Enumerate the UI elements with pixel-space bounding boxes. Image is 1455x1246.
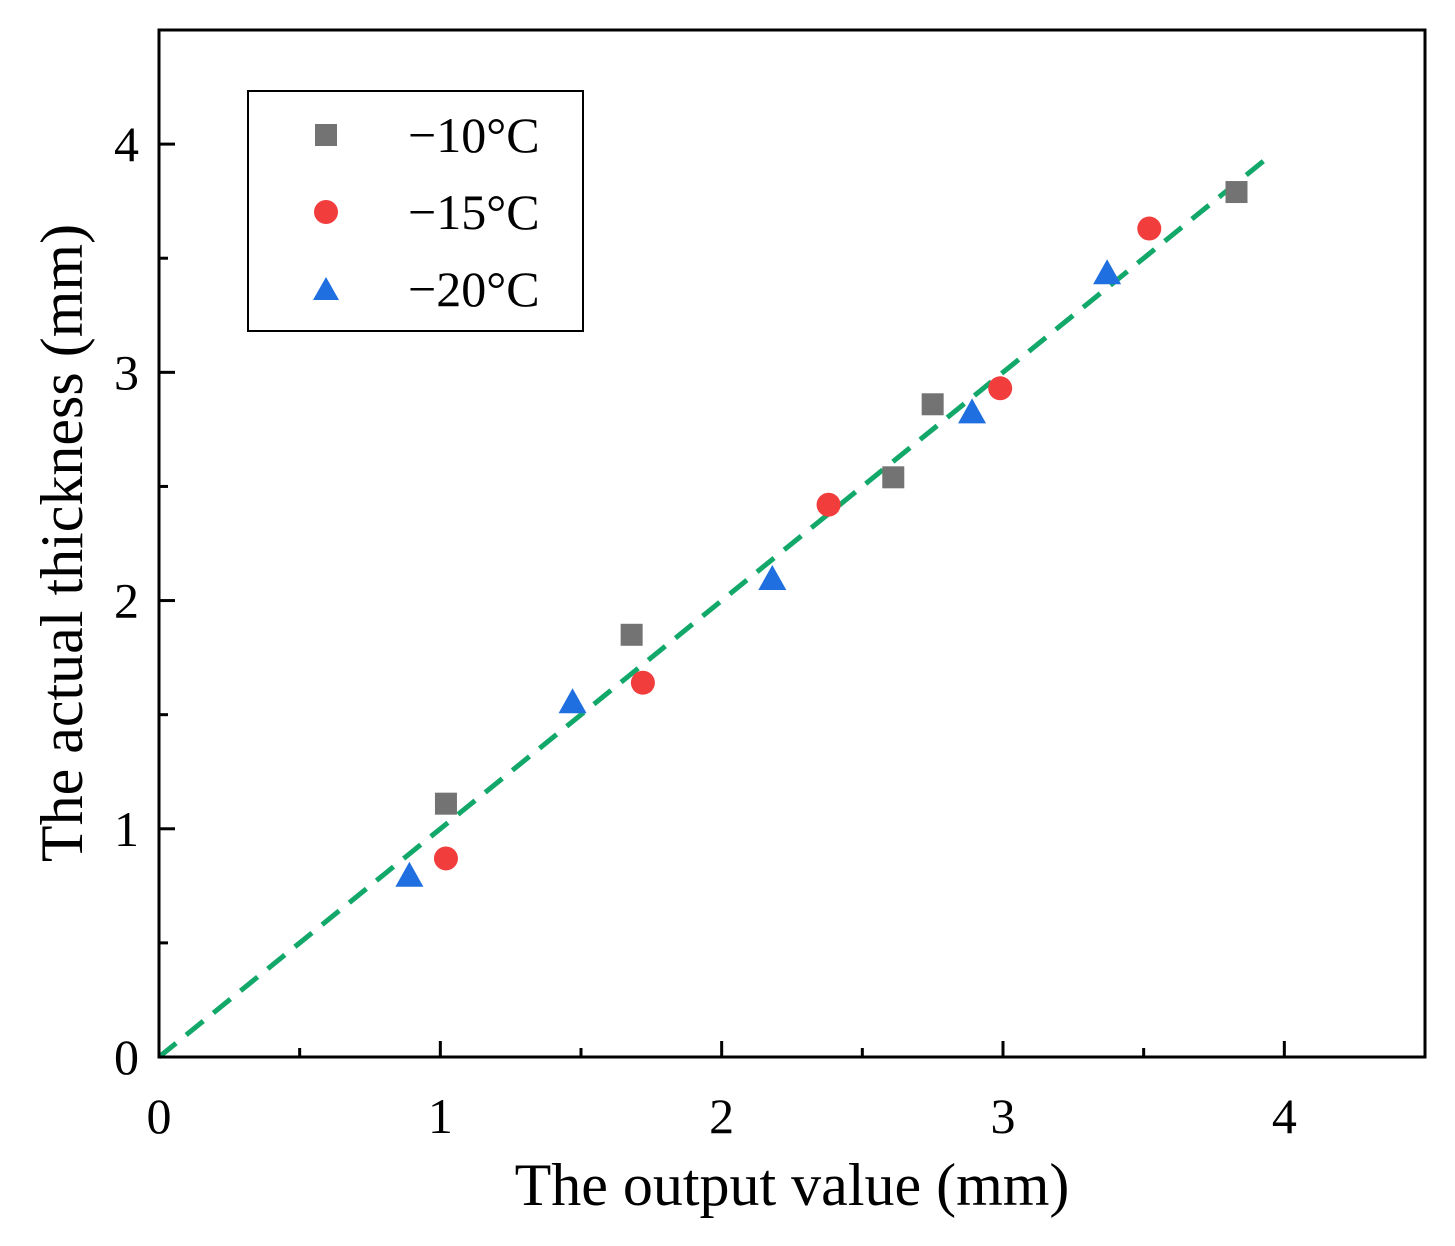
data-point-series1-1 — [630, 670, 655, 695]
x-axis-title: The output value (mm) — [515, 1152, 1070, 1218]
x-tick-label: 3 — [991, 1088, 1016, 1144]
legend: −10°C −15°C −20°C — [247, 90, 584, 332]
y-tick-label: 2 — [114, 573, 139, 629]
y-tick-label: 0 — [114, 1029, 139, 1085]
y-tick-label: 3 — [114, 344, 139, 400]
x-tick-label: 4 — [1272, 1088, 1297, 1144]
legend-marker-triangle — [313, 277, 339, 300]
plot-frame — [157, 28, 1427, 1059]
x-tick-label: 1 — [428, 1088, 453, 1144]
data-point-series1-4 — [1137, 216, 1162, 241]
data-point-series0-3 — [921, 393, 944, 416]
axes: 0 1 2 3 4 0 1 2 3 4 — [114, 116, 1297, 1144]
data-point-series0-1 — [620, 623, 643, 646]
legend-label-minus20: −20°C — [408, 261, 540, 317]
data-point-series1-0 — [433, 846, 458, 871]
x-tick-label: 0 — [147, 1088, 172, 1144]
data-point-series2-4 — [1093, 259, 1122, 285]
data-point-series0-4 — [1225, 181, 1248, 204]
y-tick-label: 4 — [114, 116, 139, 172]
data-point-series2-0 — [395, 861, 424, 887]
y-axis-title: The actual thickness (mm) — [29, 224, 95, 862]
plot-area — [157, 153, 1272, 1059]
data-point-series0-2 — [882, 466, 905, 489]
data-point-series2-3 — [958, 398, 987, 424]
legend-marker-circle — [314, 200, 338, 224]
legend-marker-square — [315, 124, 337, 146]
data-point-series2-1 — [558, 688, 587, 714]
x-tick-label: 2 — [709, 1088, 734, 1144]
data-point-series1-3 — [988, 376, 1013, 401]
legend-box — [247, 90, 584, 332]
data-point-series1-2 — [816, 492, 841, 517]
legend-label-minus10: −10°C — [408, 107, 540, 163]
legend-label-minus15: −15°C — [408, 184, 540, 240]
data-point-series2-2 — [758, 565, 787, 591]
y-tick-label: 1 — [114, 801, 139, 857]
data-point-series0-0 — [434, 792, 457, 815]
fit-line — [157, 153, 1272, 1059]
